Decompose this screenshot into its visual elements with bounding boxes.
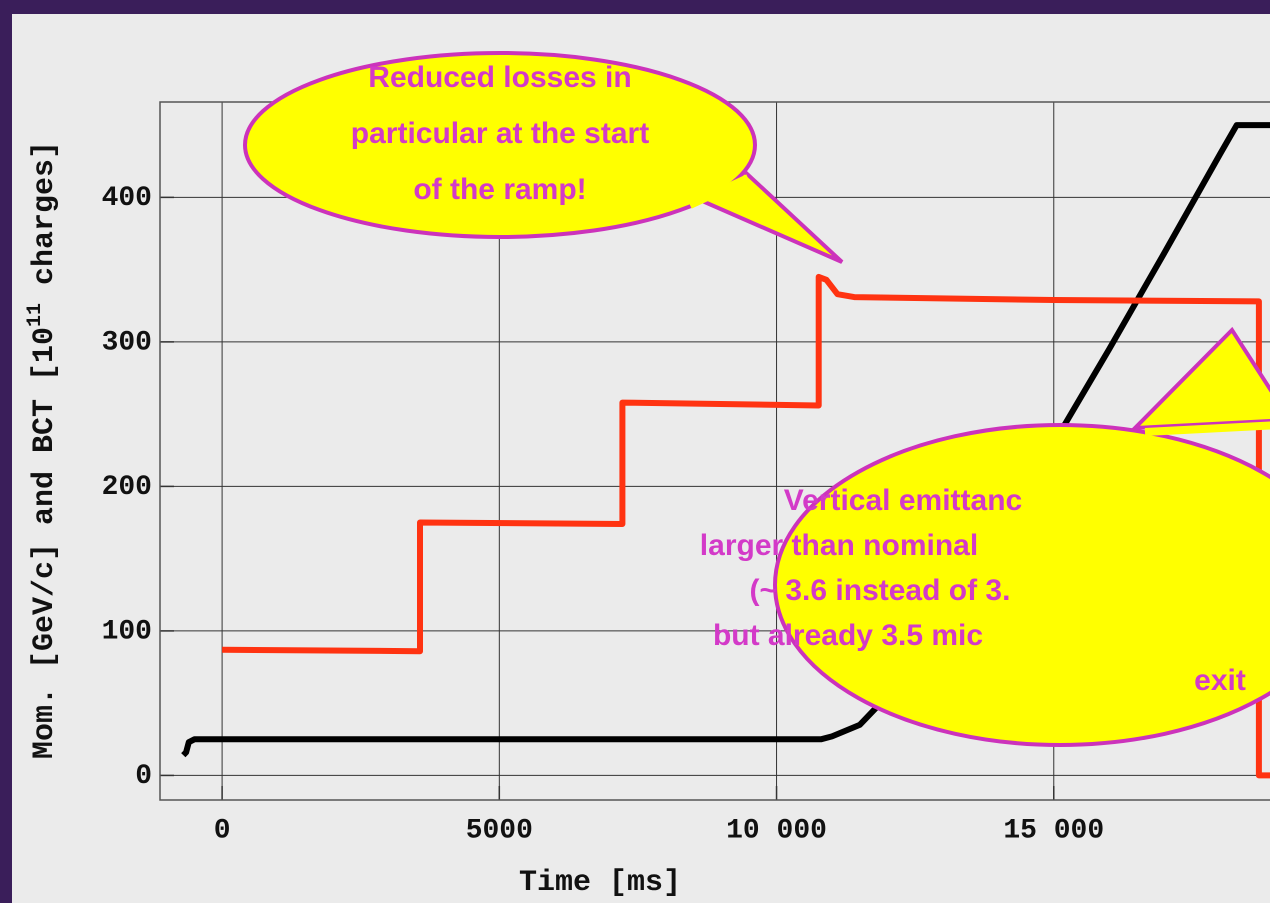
annotations: Reduced losses in particular at the start… — [351, 61, 1246, 697]
series-line — [222, 273, 1270, 779]
bubble-tail — [1129, 326, 1270, 431]
series-line — [181, 122, 1270, 758]
annotation-line: particular at the start — [351, 117, 649, 150]
annotation-line: (~ 3.6 instead of 3. — [750, 574, 1011, 607]
bubble — [773, 423, 1270, 747]
annotation-line: exit — [1194, 664, 1246, 697]
y-tick-label: 300 — [102, 327, 152, 358]
lines — [181, 122, 1270, 779]
bubble-joint — [1144, 421, 1270, 436]
bubble-2 — [773, 326, 1270, 747]
x-tick-label: 5000 — [466, 815, 533, 846]
x-tick-label: 10 000 — [726, 815, 827, 846]
bubble-1 — [243, 51, 844, 264]
y-tick-label: 400 — [102, 183, 152, 214]
y-label-sup: 11 — [24, 303, 47, 327]
y-label-part: Mom. [GeV/c] and BCT [10 — [28, 327, 62, 759]
annotation-line: but already 3.5 mic — [713, 619, 983, 652]
x-tick-label: 0 — [214, 815, 231, 846]
bubble — [243, 51, 757, 239]
bubble-joint — [688, 174, 750, 209]
annotation-line: larger than nominal — [700, 529, 978, 562]
x-tick-label: 15 000 — [1003, 815, 1104, 846]
x-axis-label: Time [ms] — [519, 866, 681, 900]
y-label-part: charges] — [28, 141, 62, 303]
annotation-line: Reduced losses in — [368, 61, 631, 94]
annotation-line: of the ramp! — [413, 173, 586, 206]
y-tick-label: 100 — [102, 616, 152, 647]
y-tick-label: 200 — [102, 472, 152, 503]
annotation-line: Vertical emittanc — [784, 484, 1022, 517]
y-axis-label: Mom. [GeV/c] and BCT [1011 charges] — [24, 141, 62, 759]
y-tick-label: 0 — [135, 761, 152, 792]
